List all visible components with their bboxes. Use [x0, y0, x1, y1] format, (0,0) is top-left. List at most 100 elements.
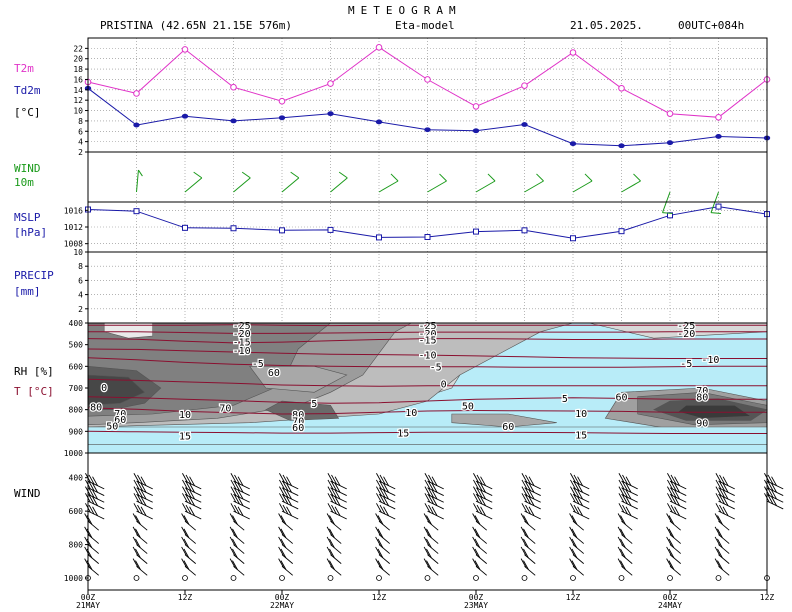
upper-barb-3-0 [230, 473, 250, 490]
wind10m-flag-9 [584, 173, 593, 182]
upper-barb-feather-7-3-1 [428, 494, 434, 505]
mslp-point-9 [521, 227, 528, 234]
upper-barb-feather-10-2-2 [577, 489, 583, 500]
rh-contour-label-11: 60 [615, 393, 627, 404]
upper-barb-feather-2-3-2 [189, 496, 195, 506]
upper-barb-11-4 [618, 503, 638, 520]
upper-barb-feather-14-2-2 [771, 489, 777, 500]
td2m-point-12 [666, 140, 674, 146]
td2m-point-4 [278, 115, 286, 121]
upper-barb-feather-6-5-0 [375, 513, 381, 523]
upper-barb-feather-9-3-2 [528, 496, 535, 506]
upper-barb-shaft-5-4 [330, 510, 347, 520]
upper-barb-shaft-3-3 [233, 500, 250, 510]
upper-barb-7-6 [423, 526, 439, 544]
upper-barb-13-1 [715, 479, 735, 496]
td2m-label: Td2m [14, 84, 41, 97]
upper-barb-feather-8-4-0 [473, 503, 479, 513]
wind10m-barb-10 [621, 173, 641, 193]
upper-barb-feather-7-5-0 [423, 513, 430, 523]
upper-barb-shaft-13-3 [718, 500, 735, 510]
upper-barb-shaft-8-4 [475, 510, 493, 520]
upper-barb-shaft-3-4 [233, 510, 250, 520]
upper-barb-shaft-10-8 [572, 554, 584, 564]
isotherm-7 [87, 407, 767, 415]
upper-barb-feather-9-8-1 [523, 548, 529, 559]
upper-barb-feather-3-8-1 [232, 548, 238, 559]
upper-barb-feather-9-1-2 [528, 483, 535, 493]
upper-barb-11-1 [618, 479, 638, 496]
upper-barb-6-7 [375, 536, 390, 554]
upper-barb-3-3 [230, 493, 250, 510]
upper-barb-feather-11-9-1 [620, 560, 626, 570]
isotherm-4 [87, 357, 767, 368]
upper-barb-feather-5-3-0 [327, 493, 334, 503]
upper-barb-feather-12-0-1 [670, 474, 677, 485]
rh-contour-label-7: 70 [292, 417, 304, 428]
upper-barb-shaft-13-1 [718, 487, 735, 496]
upper-barb-10-6 [569, 526, 584, 544]
upper-barb-feather-9-9-0 [520, 558, 527, 568]
upper-barb-feather-11-2-0 [618, 486, 625, 496]
upper-barb-shaft-5-8 [330, 554, 342, 564]
precip-tick-6: 6 [78, 276, 83, 285]
upper-barb-11-7 [617, 536, 633, 554]
upper-barb-feather-12-9-0 [666, 558, 672, 568]
x-date-0: 21MAY [76, 601, 100, 610]
upper-barb-9-6 [520, 526, 536, 544]
upper-barb-shaft-1-3 [136, 500, 153, 510]
upper-barb-feather-2-7-0 [181, 536, 187, 547]
upper-barb-feather-10-1-2 [577, 483, 583, 493]
upper-barb-feather-12-5-0 [666, 513, 672, 523]
upper-barb-shaft-12-4 [669, 510, 687, 520]
upper-barb-2-5 [181, 513, 196, 531]
upper-barb-3-2 [230, 486, 250, 503]
upper-barb-shaft-10-5 [572, 520, 584, 531]
upper-barb-feather-10-5-0 [569, 513, 575, 523]
upper-barb-feather-3-3-1 [234, 494, 240, 505]
upper-calm-3 [230, 575, 237, 581]
upper-barb-shaft-4-8 [281, 554, 293, 564]
upper-barb-5-3 [327, 493, 347, 510]
temp-contour-label-3: -10 [233, 346, 251, 357]
upper-barb-shaft-8-6 [475, 534, 487, 544]
uw-tick-800: 800 [69, 541, 84, 550]
x-tick-2: 00Z [275, 593, 290, 602]
upper-barb-feather-3-9-1 [232, 560, 238, 570]
upper-barb-feather-3-9-0 [229, 558, 236, 568]
upper-barb-feather-0-7-0 [84, 536, 90, 547]
t2m-label: T2m [14, 62, 34, 75]
upper-barb-feather-1-6-1 [135, 528, 141, 539]
upper-barb-shaft-3-1 [233, 487, 250, 496]
upper-barb-feather-13-0-2 [722, 476, 729, 486]
upper-barb-shaft-1-5 [136, 520, 148, 531]
td2m-point-3 [230, 118, 237, 124]
temp-tick-14: 14 [73, 86, 83, 95]
upper-barb-shaft-10-7 [572, 544, 584, 554]
upper-barb-feather-9-4-0 [521, 503, 528, 513]
x-tick-6: 00Z [663, 593, 678, 602]
upper-barb-feather-3-0-2 [237, 476, 244, 486]
upper-barb-feather-3-4-2 [237, 506, 244, 516]
upper-barb-2-3 [182, 493, 202, 510]
upper-barb-feather-10-7-0 [569, 536, 575, 547]
upper-barb-13-6 [714, 526, 730, 544]
upper-barb-feather-1-7-1 [135, 538, 141, 549]
upper-barb-shaft-12-0 [669, 480, 687, 490]
upper-barb-shaft-6-3 [378, 500, 396, 510]
upper-barb-feather-10-1-0 [570, 479, 576, 490]
upper-barb-feather-12-8-1 [668, 548, 675, 559]
upper-barb-shaft-0-2 [87, 494, 105, 503]
upper-barb-feather-12-1-0 [667, 479, 673, 490]
upper-barb-shaft-2-4 [184, 510, 202, 520]
upper-barb-feather-13-5-0 [714, 513, 721, 523]
upper-barb-feather-1-2-2 [140, 489, 147, 500]
upper-barb-shaft-9-1 [524, 487, 541, 496]
td2m-point-5 [327, 111, 334, 117]
upper-barb-feather-4-1-2 [286, 483, 292, 493]
upper-barb-9-3 [521, 493, 541, 510]
upper-barb-feather-6-2-0 [376, 486, 382, 496]
x-tick-5: 12Z [566, 593, 581, 602]
upper-barb-feather-8-2-0 [473, 486, 479, 496]
td2m-point-1 [133, 122, 140, 128]
